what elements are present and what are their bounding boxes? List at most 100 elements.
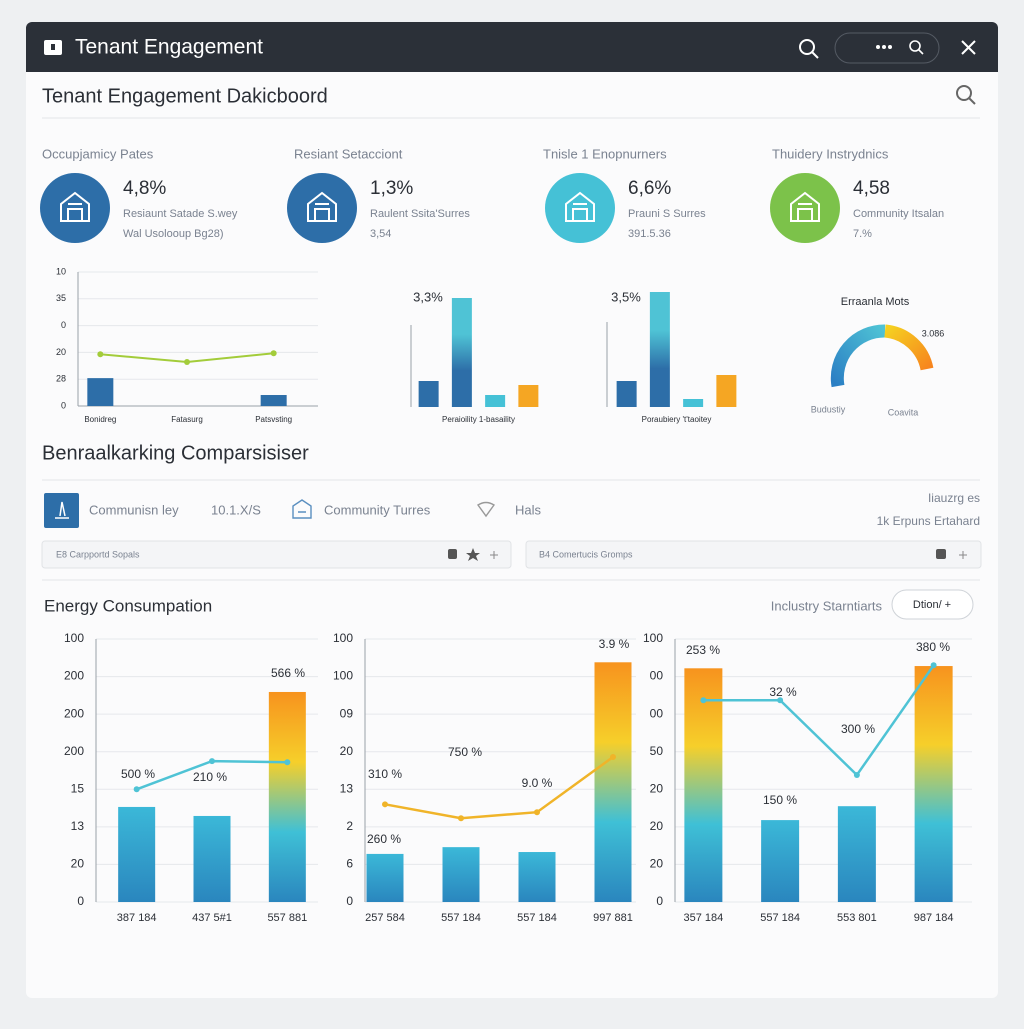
annotation: 566 %: [271, 666, 305, 680]
y-tick-label: 0: [77, 894, 84, 908]
x-tick-label: Patsvsting: [255, 415, 292, 424]
bar: [442, 847, 480, 902]
y-tick-label: 20: [56, 347, 66, 357]
annotation: 380 %: [916, 640, 950, 654]
kpi-value: 6,6%: [628, 178, 671, 199]
filter-label[interactable]: Communisn ley: [89, 502, 179, 517]
benchmark-note: Iiauzrg es: [928, 491, 980, 505]
kpi-value: 1,3%: [370, 178, 413, 199]
gauge-label: Coavita: [888, 407, 919, 417]
y-tick-label: 15: [71, 781, 85, 795]
annotation: 210 %: [193, 770, 227, 784]
bar: [683, 399, 704, 407]
x-tick-label: Bonidreg: [84, 415, 116, 424]
annotation: 3.9 %: [599, 637, 630, 651]
x-tick-label: 557 184: [760, 912, 800, 924]
annotation: 150 %: [763, 793, 797, 807]
kpi-detail: Raulent Ssita'Surres: [370, 208, 470, 220]
y-tick-label: 35: [56, 293, 66, 303]
line-point: [534, 809, 540, 816]
y-tick-label: 100: [333, 669, 353, 683]
filter-label[interactable]: Community Turres: [324, 502, 431, 517]
kpi-detail: 391.5.36: [628, 228, 671, 240]
y-tick-label: 0: [656, 894, 663, 908]
bar: [268, 691, 306, 902]
line-point: [777, 697, 784, 704]
y-tick-label: 28: [56, 374, 66, 384]
y-tick-label: 200: [64, 669, 84, 683]
line-point: [382, 801, 388, 808]
more-dots[interactable]: [876, 45, 892, 49]
option-button[interactable]: [891, 589, 974, 620]
kpi-value: 4,58: [853, 178, 890, 199]
x-tick-label: 987 184: [914, 912, 954, 924]
bar: [649, 292, 670, 407]
bar: [118, 806, 156, 902]
annotation: 3,5%: [611, 289, 641, 304]
search-button[interactable]: [799, 39, 819, 59]
filter-label[interactable]: 10.1.X/S: [211, 502, 261, 517]
close-button[interactable]: [961, 40, 976, 55]
add-icon[interactable]: [959, 551, 967, 559]
section-title: Benraalkarking Comparsisiser: [42, 442, 309, 464]
line-point: [610, 753, 616, 760]
gauge-arc-low: [830, 324, 886, 388]
kpi-icon: [307, 191, 337, 222]
pill-search-icon[interactable]: [909, 40, 924, 55]
search-field[interactable]: [41, 540, 512, 569]
y-tick-label: 200: [64, 744, 84, 758]
line-point: [853, 772, 860, 779]
y-tick-label: 100: [643, 631, 663, 645]
annotation: 500 %: [121, 767, 155, 781]
annotation: 300 %: [841, 722, 875, 736]
kpi-label: Occupjamicy Pates: [42, 146, 154, 161]
x-tick-label: 997 881: [593, 912, 633, 924]
kpi-detail: Community Itsalan: [853, 208, 944, 220]
bar: [837, 806, 876, 902]
annotation: 32 %: [769, 685, 797, 699]
gauge-label: Budustiy: [811, 404, 846, 414]
filter-label[interactable]: Hals: [515, 502, 542, 517]
section-title: Energy Consumpation: [44, 596, 212, 615]
y-tick-label: 0: [61, 400, 66, 410]
search-field[interactable]: [525, 540, 982, 569]
x-axis-label: Peraioility 1-basaility: [442, 415, 515, 424]
search-placeholder: B4 Comertucis Gromps: [539, 549, 633, 559]
y-tick-label: 0: [61, 320, 66, 330]
x-tick-label: 387 184: [117, 912, 157, 924]
kpi-icon: [60, 191, 90, 222]
search-pill[interactable]: [834, 32, 940, 64]
bar: [616, 381, 637, 407]
line-point: [97, 351, 104, 358]
field-icon[interactable]: [448, 549, 457, 559]
line-point: [700, 697, 707, 704]
gauge-arc-high: [884, 324, 934, 371]
bar: [418, 381, 439, 407]
field-icon[interactable]: [936, 549, 946, 559]
benchmark-note: 1k Erpuns Ertahard: [877, 514, 980, 528]
x-tick-label: 357 184: [683, 912, 723, 924]
annotation: 9.0 %: [522, 776, 553, 790]
y-tick-label: 20: [71, 857, 85, 871]
bar: [451, 298, 472, 407]
star-icon[interactable]: [466, 548, 480, 561]
x-tick-label: 257 584: [365, 912, 405, 924]
y-tick-label: 09: [340, 706, 354, 720]
add-icon[interactable]: [490, 551, 498, 559]
y-tick-label: 00: [650, 706, 664, 720]
community-icon: [292, 499, 312, 519]
y-tick-label: 6: [346, 857, 353, 871]
kpi-detail: 3,54: [370, 228, 391, 240]
kpi-icon: [790, 191, 820, 222]
y-tick-label: 20: [340, 744, 354, 758]
bar: [366, 853, 404, 902]
line-point: [284, 759, 291, 766]
line-point: [209, 758, 215, 765]
wifi-icon: [476, 501, 496, 518]
x-tick-label: Fatasurg: [171, 415, 203, 424]
line-point: [184, 359, 190, 366]
header-search[interactable]: [956, 85, 976, 105]
bar: [594, 662, 632, 902]
option-button-label: Dtion/ +: [913, 599, 951, 611]
